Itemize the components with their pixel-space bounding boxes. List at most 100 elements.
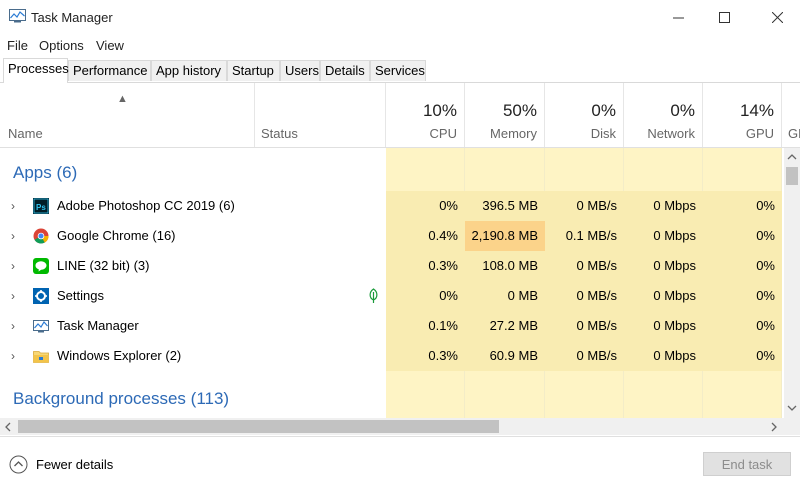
disk-header-label: Disk (590, 126, 616, 141)
gpu-column-header[interactable]: 14% GPU (703, 83, 782, 147)
chrome-icon (33, 228, 49, 244)
fewer-details-button[interactable]: Fewer details (9, 453, 113, 475)
network-cell: 0 Mbps (624, 281, 703, 311)
expand-chevron-icon[interactable]: › (11, 289, 15, 303)
tab-services[interactable]: Services (370, 60, 426, 81)
disk-cell: 0 MB/s (545, 281, 624, 311)
network-cell: 0 Mbps (624, 191, 703, 221)
gpu-cell: 0% (703, 341, 782, 371)
memory-cell: 60.9 MB (465, 341, 545, 371)
memory-cell: 0 MB (465, 281, 545, 311)
footer-bar (0, 436, 800, 491)
process-name: Windows Explorer (2) (57, 348, 182, 363)
menu-file[interactable]: File (7, 38, 28, 53)
expand-chevron-icon[interactable]: › (11, 259, 15, 273)
disk-cell: 0 MB/s (545, 191, 624, 221)
table-row[interactable]: › Ps Adobe Photoshop CC 2019 (6) 0% 396.… (0, 191, 784, 221)
menu-bar: File Options View (0, 34, 800, 56)
vertical-scroll-thumb[interactable] (786, 167, 798, 185)
status-column-header[interactable]: Status (255, 83, 386, 147)
fewer-details-label: Fewer details (36, 456, 114, 472)
table-row[interactable]: › Google Chrome (16) 0.4% 2,190.8 MB 0.1… (0, 221, 784, 251)
gpu-header-label: GPU (745, 126, 774, 141)
process-name: Adobe Photoshop CC 2019 (6) (57, 198, 235, 213)
tab-processes[interactable]: Processes (3, 58, 69, 83)
task-manager-icon (33, 320, 49, 333)
expand-chevron-icon[interactable]: › (11, 199, 15, 213)
cpu-cell: 0.1% (386, 311, 465, 341)
name-column-header[interactable]: ▲ Name (0, 83, 255, 147)
network-cell: 0 Mbps (624, 341, 703, 371)
expand-chevron-icon[interactable]: › (11, 229, 15, 243)
process-name: Google Chrome (16) (57, 228, 176, 243)
tab-startup[interactable]: Startup (227, 60, 280, 81)
network-cell: 0 Mbps (624, 311, 703, 341)
tab-performance[interactable]: Performance (68, 60, 151, 81)
tab-details[interactable]: Details (320, 60, 370, 81)
gpu-total: 14% (739, 101, 774, 120)
menu-options[interactable]: Options (39, 38, 84, 53)
settings-icon (33, 288, 49, 304)
title-bar: Task Manager (0, 0, 800, 34)
horizontal-scrollbar[interactable] (0, 418, 784, 435)
cpu-cell: 0.3% (386, 341, 465, 371)
svg-text:Ps: Ps (36, 203, 46, 212)
tab-users[interactable]: Users (280, 60, 320, 81)
disk-cell: 0 MB/s (545, 251, 624, 281)
gpu-cell: 0% (703, 191, 782, 221)
memory-column-header[interactable]: 50% Memory (465, 83, 545, 147)
memory-total: 50% (502, 101, 537, 120)
table-row[interactable]: › Windows Explorer (2) 0.3% 60.9 MB 0 MB… (0, 341, 784, 371)
cpu-cell: 0.3% (386, 251, 465, 281)
expand-chevron-icon[interactable]: › (11, 349, 15, 363)
disk-column-header[interactable]: 0% Disk (545, 83, 624, 147)
maximize-icon (718, 11, 730, 23)
cpu-cell: 0% (386, 281, 465, 311)
process-name: LINE (32 bit) (3) (57, 258, 150, 273)
scroll-right-arrow-icon[interactable] (770, 422, 778, 432)
menu-view[interactable]: View (96, 38, 124, 53)
end-task-button[interactable]: End task (703, 452, 791, 476)
maximize-button[interactable] (701, 0, 747, 34)
line-icon (33, 258, 49, 274)
scroll-down-arrow-icon[interactable] (787, 404, 797, 412)
table-row[interactable]: › Task Manager 0.1% 27.2 MB 0 MB/s 0 Mbp… (0, 311, 784, 341)
process-list: Apps (6) › Ps Adobe Photoshop CC 2019 (6… (0, 148, 784, 418)
vertical-scrollbar[interactable] (784, 148, 800, 418)
disk-cell: 0.1 MB/s (545, 221, 624, 251)
cpu-cell: 0.4% (386, 221, 465, 251)
memory-cell: 396.5 MB (465, 191, 545, 221)
disk-total: 0% (591, 101, 616, 120)
expand-chevron-icon[interactable]: › (11, 319, 15, 333)
cpu-total: 10% (422, 101, 457, 120)
window-title: Task Manager (31, 10, 113, 25)
network-cell: 0 Mbps (624, 221, 703, 251)
name-header-label: Name (8, 126, 43, 141)
suspended-leaf-icon (369, 288, 378, 303)
scroll-up-arrow-icon[interactable] (787, 153, 797, 161)
table-row[interactable]: › LINE (32 bit) (3) 0.3% 108.0 MB 0 MB/s… (0, 251, 784, 281)
cpu-header-label: CPU (429, 126, 457, 141)
disk-cell: 0 MB/s (545, 311, 624, 341)
scroll-left-arrow-icon[interactable] (4, 422, 12, 432)
task-manager-icon (9, 9, 26, 23)
tab-strip: Processes Performance App history Startu… (0, 58, 800, 83)
cpu-column-header[interactable]: 10% CPU (386, 83, 465, 147)
status-header-label: Status (261, 126, 298, 141)
memory-cell: 108.0 MB (465, 251, 545, 281)
table-row[interactable]: › Settings 0% 0 MB 0 MB/s 0 Mbps 0% (0, 281, 784, 311)
horizontal-scroll-thumb[interactable] (18, 420, 499, 433)
close-button[interactable] (754, 0, 800, 34)
minimize-icon (672, 17, 684, 18)
close-icon (771, 11, 783, 23)
gpu-cell: 0% (703, 221, 782, 251)
minimize-button[interactable] (655, 0, 701, 34)
sort-ascending-icon: ▲ (117, 93, 128, 105)
process-name: Task Manager (57, 318, 139, 333)
tab-app-history[interactable]: App history (151, 60, 227, 81)
photoshop-icon: Ps (33, 198, 49, 214)
network-column-header[interactable]: 0% Network (624, 83, 703, 147)
gpu-engine-column-header[interactable]: GP (782, 83, 800, 147)
network-total: 0% (670, 101, 695, 120)
gpu-engine-header-label: GP (788, 126, 800, 141)
